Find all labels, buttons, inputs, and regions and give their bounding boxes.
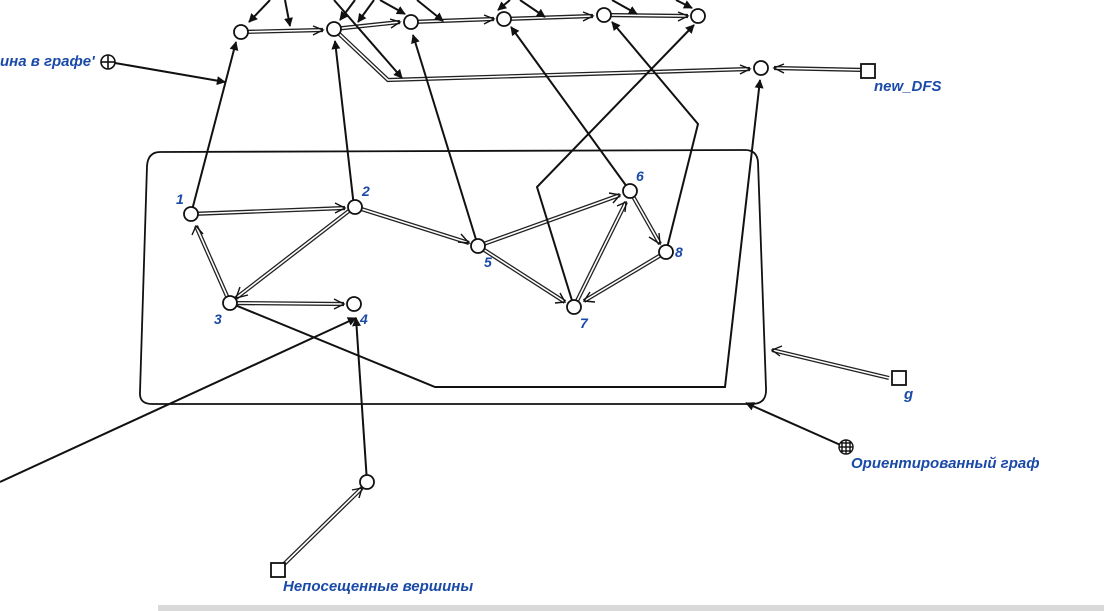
top-node-e[interactable] [596,7,612,23]
oriented-graph-label: Ориентированный граф [851,455,1039,472]
vertex-label-8: 8 [675,244,683,260]
horizontal-scrollbar[interactable] [158,605,1104,611]
new-dfs-target-node[interactable] [753,60,769,76]
vertex-4-node[interactable] [346,296,362,312]
top-node-b[interactable] [326,21,342,37]
top-node-d[interactable] [496,11,512,27]
top-node-f[interactable] [690,8,706,24]
vertex-label-1: 1 [176,191,184,207]
vertex-8-node[interactable] [658,244,674,260]
vertex-label-5: 5 [484,254,492,270]
g-label: g [903,386,913,403]
vertex-1-node[interactable] [183,206,199,222]
vertex-label-3: 3 [214,311,222,327]
nodes [183,7,769,490]
square-icon[interactable] [270,63,907,578]
circle-cross-icon[interactable] [838,439,854,455]
circle-cross-icon[interactable] [100,54,116,70]
vertex-6-node[interactable] [622,183,638,199]
vertex-2-node[interactable] [347,199,363,215]
vertex-5-node[interactable] [470,238,486,254]
graph-contour [139,149,767,405]
vertex-label-2: 2 [361,183,370,199]
double-arcs [190,11,890,381]
unvisited-label: Непосещенные вершины [283,578,473,595]
top-node-c[interactable] [403,14,419,30]
top-node-a[interactable] [233,24,249,40]
single-arcs [0,0,846,483]
vertex-7-node[interactable] [566,299,582,315]
unvisited-arc [276,486,364,572]
vertex-label-6: 6 [636,168,644,184]
vertex-label-7: 7 [580,315,589,331]
vertex-label-4: 4 [359,311,368,327]
unvisited-node[interactable] [359,474,375,490]
new-dfs-label: new_DFS [874,78,942,95]
vertex-3-node[interactable] [222,295,238,311]
concept-partial-label: ина в графе' [0,53,95,70]
